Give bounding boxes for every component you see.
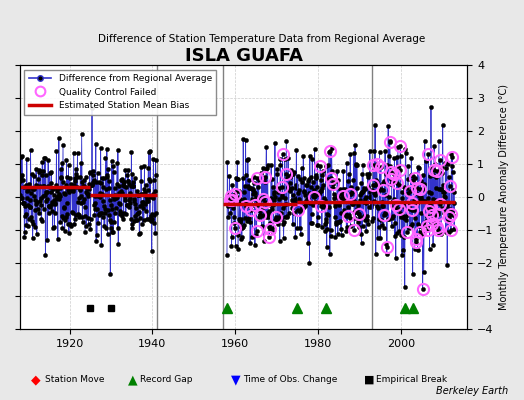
Text: ◆: ◆	[31, 374, 41, 386]
Text: Station Move: Station Move	[45, 376, 104, 384]
Y-axis label: Monthly Temperature Anomaly Difference (°C): Monthly Temperature Anomaly Difference (…	[499, 84, 509, 310]
Text: ▲: ▲	[128, 374, 138, 386]
Text: Difference of Station Temperature Data from Regional Average: Difference of Station Temperature Data f…	[99, 34, 425, 44]
Text: Berkeley Earth: Berkeley Earth	[436, 386, 508, 396]
Title: ISLA GUAFA: ISLA GUAFA	[184, 47, 302, 65]
Text: Record Gap: Record Gap	[140, 376, 193, 384]
Text: ■: ■	[364, 375, 375, 385]
Legend: Difference from Regional Average, Quality Control Failed, Estimated Station Mean: Difference from Regional Average, Qualit…	[25, 70, 216, 114]
Text: Empirical Break: Empirical Break	[376, 376, 447, 384]
Text: Time of Obs. Change: Time of Obs. Change	[243, 376, 337, 384]
Text: ▼: ▼	[231, 374, 240, 386]
